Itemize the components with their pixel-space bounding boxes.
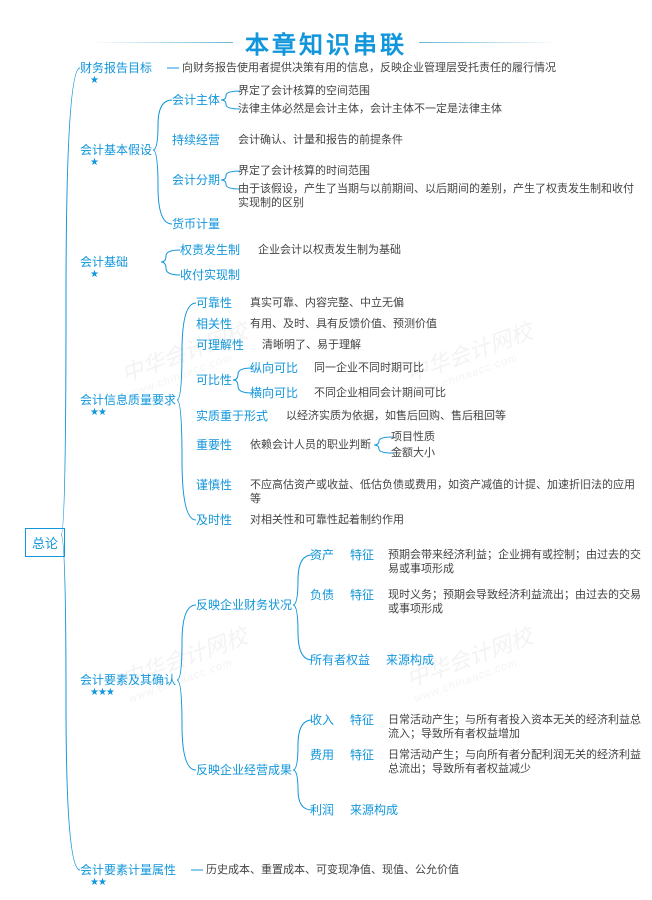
sub-label: 可靠性	[196, 296, 232, 312]
leaf-text: 界定了会计核算的空间范围	[238, 84, 637, 98]
sub4-label: 特征	[350, 548, 374, 564]
sub-label: 会计主体	[172, 93, 220, 109]
leaf-text: 会计确认、计量和报告的前提条件	[238, 133, 637, 147]
sub-label: 会计分期	[172, 173, 220, 189]
star-rating: ★	[90, 74, 98, 87]
leaf-text: 企业会计以权责发生制为基础	[258, 243, 637, 257]
leaf-text: 金额大小	[391, 446, 642, 460]
sub-label: 及时性	[196, 513, 232, 529]
sub3-label: 费用	[310, 748, 334, 764]
page: 本章知识串联 总论 中华会计网校www.chinaacc.com 中华会计网校ww…	[0, 0, 652, 900]
chapter-title: 本章知识串联	[245, 25, 407, 60]
sub4-label: 特征	[350, 713, 374, 729]
star-rating: ★★	[90, 406, 106, 419]
watermark: 中华会计网校www.chinaacc.com	[116, 314, 255, 400]
sub-label: 可比性	[196, 373, 232, 389]
sub-label: 实质重于形式	[196, 409, 268, 425]
leaf-text: 界定了会计核算的时间范围	[238, 164, 637, 178]
star-rating: ★	[90, 156, 98, 169]
leaf-text: 对相关性和可靠性起着制约作用	[250, 513, 637, 527]
leaf-text: 清晰明了、易于理解	[262, 338, 637, 352]
sub3-label: 纵向可比	[250, 361, 298, 377]
sub3-label: 资产	[310, 548, 334, 564]
branch-label: 会计基础	[80, 255, 128, 271]
leaf-text: 同一企业不同时期可比	[314, 361, 640, 375]
sub3-label: 收入	[310, 713, 334, 729]
title-decoration-left	[93, 42, 233, 43]
sub4-label: 特征	[350, 588, 374, 604]
sub-label: 反映企业经营成果	[196, 763, 292, 779]
sub-label: 权责发生制	[180, 243, 240, 259]
leaf-text: 以经济实质为依据，如售后回购、售后租回等	[286, 409, 637, 423]
sub3-label: 负债	[310, 588, 334, 604]
leaf-text: 不应高估资产或收益、低估负债或费用，如资产减值的计提、加速折旧法的应用等	[250, 478, 637, 507]
leaf-text: 真实可靠、内容完整、中立无偏	[250, 296, 637, 310]
leaf-text: 由于该假设，产生了当期与以前期间、以后期间的差别，产生了权责发生制和收付实现制的…	[238, 182, 637, 211]
sub4-label: 来源构成	[386, 653, 434, 669]
sub4-label: 特征	[350, 748, 374, 764]
leaf-text: 预期会带来经济利益；企业拥有或控制；由过去的交易或事项形成	[388, 548, 642, 577]
sub3-label: 横向可比	[250, 386, 298, 402]
title-bar: 本章知识串联	[0, 25, 652, 60]
star-rating: ★★★	[90, 686, 114, 699]
sub-label: 持续经营	[172, 133, 220, 149]
sub4-label: 来源构成	[350, 803, 398, 819]
branch-leaf: 向财务报告使用者提供决策有用的信息，反映企业管理层受托责任的履行情况	[182, 61, 632, 75]
sub-label: 收付实现制	[180, 268, 240, 284]
leaf-text: 法律主体必然是会计主体，会计主体不一定是法律主体	[238, 102, 637, 116]
sub-label: 可理解性	[196, 338, 244, 354]
sub-label: 相关性	[196, 317, 232, 333]
sub-label: 重要性	[196, 438, 232, 454]
root-node: 总论	[25, 528, 65, 557]
star-rating: ★★	[90, 876, 106, 889]
leaf-text: 现时义务；预期会导致经济利益流出；由过去的交易或事项形成	[388, 588, 642, 617]
leaf-text: 有用、及时、具有反馈价值、预测价值	[250, 317, 637, 331]
leaf-text: 不同企业相同会计期间可比	[314, 386, 640, 400]
title-decoration-right	[419, 42, 559, 43]
sub-label: 货币计量	[172, 217, 220, 233]
branch-leaf: 历史成本、重置成本、可变现净值、现值、公允价值	[206, 863, 632, 877]
star-rating: ★	[90, 268, 98, 281]
sub3-label: 利润	[310, 803, 334, 819]
leaf-text: 日常活动产生；与向所有者分配利润无关的经济利益总流出；导致所有者权益减少	[388, 748, 642, 777]
leaf-text: 日常活动产生；与所有者投入资本无关的经济利益总流入；导致所有者权益增加	[388, 713, 642, 742]
watermark: 中华会计网校www.chinaacc.com	[116, 619, 255, 705]
sub-label: 反映企业财务状况	[196, 598, 292, 614]
sub-label: 谨慎性	[196, 478, 232, 494]
sub3-label: 所有者权益	[310, 653, 370, 669]
leaf-text: 项目性质	[391, 430, 642, 444]
